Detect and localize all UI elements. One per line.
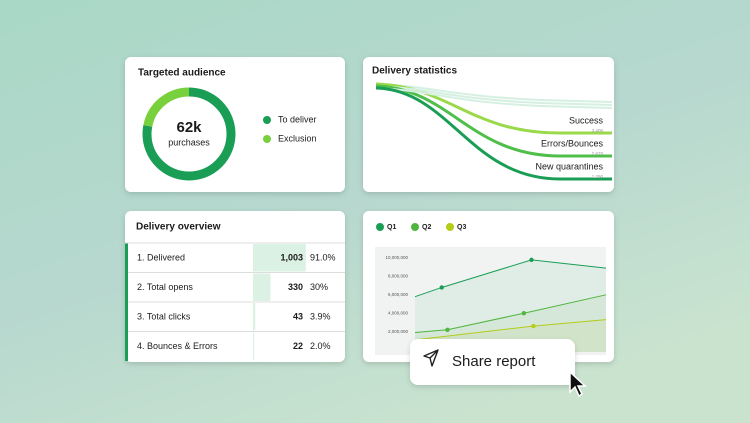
row-name: 4. Bounces & Errors	[137, 341, 218, 351]
row-name: 2. Total opens	[137, 282, 193, 292]
y-tick-label: 2,000,000	[388, 329, 409, 334]
row-accent	[125, 331, 128, 361]
flow-label: Errors/Bounces	[541, 138, 604, 148]
y-tick-label: 8,000,000	[388, 274, 409, 279]
point	[445, 327, 450, 332]
legend-dot	[263, 116, 271, 124]
legend-label: Q2	[422, 224, 431, 231]
flow-label: New quarantines	[535, 161, 603, 171]
donut-label: purchases	[168, 137, 210, 147]
area	[415, 294, 606, 352]
legend-dot	[263, 135, 271, 143]
row-count: 43	[293, 311, 303, 321]
share-button[interactable]: Share report	[410, 339, 575, 385]
row-name: 3. Total clicks	[137, 311, 191, 321]
flow	[375, 82, 612, 135]
legend-dot	[446, 223, 454, 231]
row-accent	[125, 243, 128, 273]
point	[531, 323, 536, 329]
rate-bar	[253, 244, 306, 272]
donut-value: 62k	[176, 119, 202, 136]
y-tick-label: 10,000,000	[385, 255, 408, 260]
share-button-bg[interactable]	[410, 339, 575, 385]
card-title: Delivery statistics	[372, 66, 457, 77]
donut-segment	[142, 87, 236, 181]
rate-bar	[253, 332, 255, 360]
card-title: Delivery overview	[136, 222, 221, 233]
legend-label: To deliver	[278, 114, 317, 124]
legend-label: Exclusion	[278, 133, 317, 143]
share-label[interactable]: Share report	[452, 353, 536, 370]
legend-label: Q3	[457, 224, 466, 231]
area	[415, 259, 606, 352]
point	[521, 311, 527, 316]
row-count: 330	[288, 282, 303, 292]
row-count: 22	[293, 341, 303, 351]
rate-bar	[253, 303, 256, 331]
plot-bg	[375, 247, 606, 355]
cursor	[569, 370, 587, 398]
row-rate: 3.9%	[310, 311, 331, 321]
row-name: 1. Delivered	[137, 252, 185, 262]
flow-count: 1,290	[592, 174, 604, 179]
rate-bar	[253, 273, 271, 301]
flow-count: 3,406	[592, 128, 604, 133]
line	[414, 294, 607, 334]
legend-label: Q1	[387, 224, 396, 231]
card-title: Targeted audience	[138, 68, 226, 79]
row-rate: 2.0%	[310, 341, 331, 351]
row-rate: 30%	[310, 282, 328, 292]
flow-count: 2,679	[592, 151, 604, 156]
row-accent	[125, 302, 128, 332]
point	[529, 257, 534, 263]
flow	[375, 86, 612, 181]
y-tick-label: 4,000,000	[388, 310, 409, 315]
point	[439, 285, 444, 290]
send-icon	[423, 349, 439, 367]
row-count: 1,003	[280, 252, 303, 262]
row-accent	[125, 272, 128, 302]
line	[414, 259, 607, 298]
row-rate: 91.0%	[310, 252, 336, 262]
y-tick-label: 6,000,000	[388, 292, 409, 297]
flow-label: Success	[569, 115, 604, 125]
legend-dot	[376, 223, 384, 231]
legend-dot	[411, 223, 419, 231]
